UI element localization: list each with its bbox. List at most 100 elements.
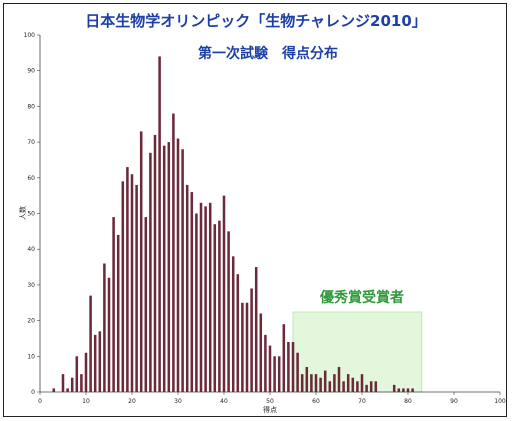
- bar: [227, 231, 230, 392]
- y-tick-label: 50: [27, 211, 35, 218]
- bar: [103, 263, 106, 392]
- bar: [84, 352, 88, 392]
- bar: [296, 352, 299, 392]
- x-tick-label: 20: [128, 398, 136, 405]
- bar: [213, 224, 217, 392]
- bar: [181, 149, 184, 392]
- x-tick-label: 90: [450, 398, 458, 405]
- bar: [287, 342, 290, 392]
- bar: [241, 302, 244, 392]
- bar: [195, 213, 198, 392]
- bar: [52, 388, 56, 392]
- bar: [264, 334, 267, 392]
- bar: [167, 142, 171, 392]
- bar: [70, 377, 74, 392]
- bar: [126, 167, 129, 392]
- bar: [218, 220, 221, 392]
- bar: [319, 377, 322, 392]
- bar: [245, 302, 249, 392]
- bar: [277, 356, 281, 392]
- bar: [153, 134, 157, 392]
- x-tick-label: 40: [220, 398, 228, 405]
- bar: [323, 370, 327, 392]
- x-tick-label: 30: [174, 398, 182, 405]
- bar: [259, 313, 263, 392]
- bar: [185, 184, 189, 392]
- bar: [121, 181, 125, 392]
- x-axis-label: 得点: [263, 405, 277, 414]
- bar: [374, 381, 378, 392]
- bar: [406, 388, 410, 392]
- bar: [369, 381, 373, 392]
- bar: [208, 202, 212, 392]
- bar: [236, 274, 240, 392]
- x-tick-label: 0: [38, 398, 42, 405]
- bar: [333, 374, 336, 392]
- bar: [144, 217, 148, 392]
- y-tick-label: 40: [27, 246, 35, 253]
- bar: [112, 217, 115, 392]
- y-tick-label: 30: [27, 282, 35, 289]
- bar: [231, 256, 235, 392]
- bar: [342, 381, 345, 392]
- bar: [305, 367, 309, 392]
- bar: [158, 56, 161, 393]
- y-tick-label: 60: [27, 175, 35, 182]
- bar: [222, 195, 226, 392]
- bar: [107, 277, 111, 392]
- bar: [314, 374, 318, 392]
- bar: [61, 374, 65, 392]
- y-axis-label: 人数: [18, 206, 27, 220]
- bar: [89, 295, 92, 392]
- bar: [397, 388, 401, 392]
- bar: [135, 184, 138, 392]
- bar: [130, 174, 134, 392]
- bar: [411, 388, 414, 392]
- bar: [346, 374, 350, 392]
- x-tick-label: 100: [494, 398, 506, 405]
- bar: [176, 138, 180, 392]
- bar: [254, 267, 258, 392]
- bar: [351, 377, 355, 392]
- x-tick-label: 70: [358, 398, 366, 405]
- bar: [360, 374, 364, 392]
- bar: [273, 356, 276, 392]
- bar: [172, 113, 175, 392]
- bar: [356, 381, 359, 392]
- bar: [149, 152, 152, 392]
- y-tick-label: 70: [27, 139, 35, 146]
- award-label: 優秀賞受賞者: [319, 289, 404, 306]
- x-tick-label: 80: [404, 398, 412, 405]
- bar: [300, 374, 304, 392]
- bar: [199, 202, 203, 392]
- bar: [162, 145, 166, 392]
- y-tick-label: 20: [27, 318, 35, 325]
- bar: [116, 234, 120, 392]
- bar: [139, 131, 143, 392]
- y-tick-label: 90: [27, 68, 35, 75]
- y-tick-label: 0: [31, 389, 35, 396]
- bar: [402, 388, 405, 392]
- bar: [282, 324, 286, 392]
- bar: [268, 345, 272, 392]
- x-tick-label: 60: [312, 398, 320, 405]
- bar: [80, 374, 83, 392]
- y-tick-label: 100: [24, 32, 36, 39]
- y-tick-label: 10: [27, 353, 35, 360]
- y-tick-label: 80: [27, 103, 35, 110]
- bar: [75, 356, 79, 392]
- bar: [98, 331, 102, 392]
- bar: [204, 206, 207, 392]
- bar: [392, 384, 396, 392]
- bar: [93, 334, 97, 392]
- x-tick-label: 10: [82, 398, 90, 405]
- award-region: [292, 311, 423, 393]
- chart-title: 日本生物学オリンピック「生物チャレンジ2010」: [85, 12, 427, 30]
- chart-frame: [3, 3, 507, 417]
- bar: [310, 374, 313, 392]
- x-tick-label: 50: [266, 398, 274, 405]
- bar: [337, 367, 341, 392]
- bar: [250, 288, 253, 392]
- bar: [328, 381, 332, 392]
